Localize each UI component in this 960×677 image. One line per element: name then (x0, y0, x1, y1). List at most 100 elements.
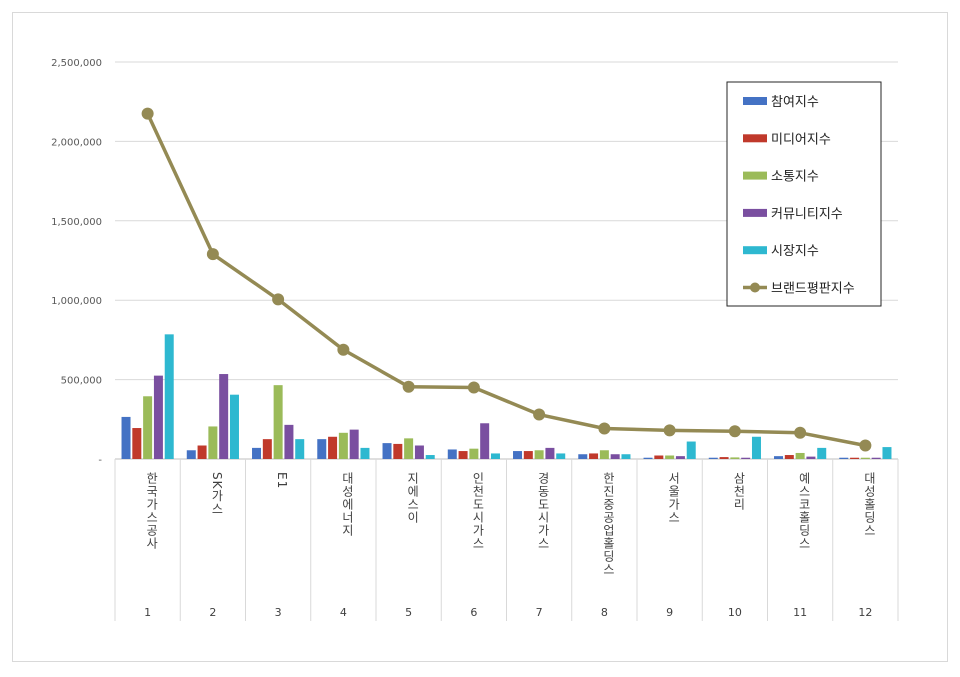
bar (469, 448, 479, 459)
bar (675, 456, 685, 459)
bar (197, 445, 207, 459)
bar (349, 429, 359, 459)
legend-label: 소통지수 (771, 170, 819, 185)
category-label: 삼천리 (732, 472, 746, 511)
bar (708, 457, 718, 459)
legend-swatch (743, 134, 767, 143)
bar (164, 334, 174, 459)
bar (360, 447, 370, 459)
line-point (728, 425, 741, 438)
category-rank: 9 (666, 606, 673, 619)
category-rank: 7 (536, 606, 543, 619)
legend-label: 참여지수 (771, 95, 819, 110)
category-label: 인천도시가스 (471, 472, 485, 550)
bar (610, 454, 620, 459)
category-rank: 10 (728, 606, 742, 619)
y-tick-label: 2,500,000 (51, 58, 102, 69)
bar (219, 374, 229, 459)
category-label: 서울가스 (667, 472, 681, 524)
category-label: 대성홀딩스 (862, 472, 876, 537)
bar (273, 385, 283, 459)
legend-label: 브랜드평판지수 (771, 282, 855, 297)
bar (447, 449, 457, 459)
line-point (402, 380, 415, 393)
legend-label: 시장지수 (771, 244, 819, 259)
bar (317, 439, 327, 459)
bar (556, 453, 566, 459)
bar (284, 424, 294, 459)
bar (132, 428, 142, 459)
bar (393, 443, 403, 459)
legend-swatch (743, 97, 767, 105)
bar (839, 457, 849, 459)
category-label: 한국가스공사 (145, 472, 159, 550)
bar (523, 451, 533, 459)
category-rank: 4 (340, 606, 347, 619)
bar (186, 450, 196, 459)
bar (404, 438, 414, 459)
bar (643, 457, 653, 459)
category-rank: 8 (601, 606, 608, 619)
x-axis: 한국가스공사 1 SK가스 2 E1 3 대성에너지 4 지에스이 5 인천도시가스 6 경동도시가스 7… (114, 459, 899, 621)
line-point (533, 408, 546, 421)
bar (513, 451, 523, 459)
bar (795, 452, 805, 459)
category-label: 대성에너지 (340, 472, 354, 537)
bar (621, 454, 631, 459)
legend-label: 커뮤니티지수 (771, 207, 843, 222)
bar (143, 396, 153, 459)
legend-marker (750, 282, 760, 293)
bar (534, 450, 544, 459)
y-tick-label: - (98, 455, 102, 466)
bar (458, 451, 468, 459)
legend-swatch (743, 208, 767, 217)
bar (490, 453, 500, 459)
bar (751, 436, 761, 459)
bar (480, 423, 490, 459)
bar (817, 447, 827, 459)
bar (806, 456, 816, 459)
category-label: SK가스 (210, 472, 224, 516)
legend-label: 미디어지수 (771, 132, 831, 147)
category-label: 지에스이 (406, 472, 420, 524)
category-rank: 1 (144, 606, 151, 619)
bar (252, 447, 262, 459)
category-rank: 3 (275, 606, 282, 619)
line-point (598, 422, 611, 435)
legend-swatch (743, 246, 767, 255)
bar (741, 457, 751, 459)
y-tick-label: 1,000,000 (51, 296, 102, 307)
line-point (467, 381, 480, 394)
category-label: 경동도시가스 (536, 472, 550, 550)
bar (153, 375, 163, 459)
line-point (206, 248, 219, 261)
legend-box (726, 81, 882, 307)
bar (425, 455, 435, 459)
bar (262, 439, 272, 459)
line-point (859, 439, 872, 452)
bar (686, 441, 696, 459)
category-label: 한진중공업홀딩스 (601, 472, 615, 576)
bar (121, 416, 131, 459)
line-point (663, 424, 676, 437)
bar (882, 447, 892, 459)
line-point (141, 107, 154, 120)
bar (328, 436, 338, 459)
bar (578, 454, 588, 459)
bar (784, 455, 794, 459)
bar (730, 457, 740, 459)
bar (871, 457, 881, 459)
line-point (794, 426, 807, 439)
category-rank: 2 (209, 606, 216, 619)
bar (414, 445, 424, 459)
bar (545, 447, 555, 459)
category-rank: 6 (470, 606, 477, 619)
bar (654, 455, 664, 459)
y-tick-label: 2,000,000 (51, 137, 102, 148)
bar (719, 457, 729, 459)
category-rank: 12 (858, 606, 872, 619)
category-label: 예스코홀딩스 (797, 472, 811, 550)
legend-swatch (743, 171, 767, 180)
